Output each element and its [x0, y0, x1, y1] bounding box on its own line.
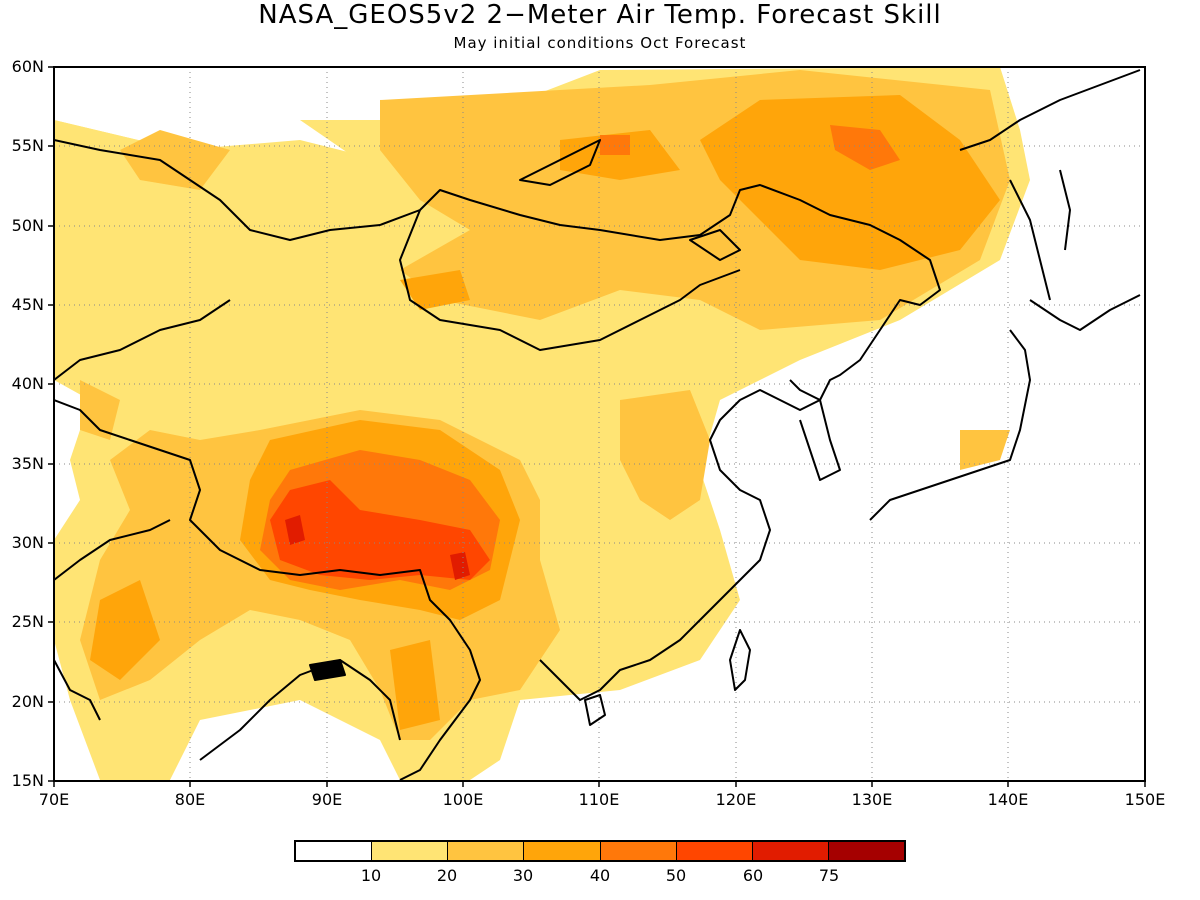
colorbar-swatch-4: [600, 842, 677, 860]
lat-label-35n: 35N: [11, 454, 44, 473]
skill-shading-level-5: [270, 480, 490, 580]
lat-label-50n: 50N: [11, 216, 44, 235]
lat-label-40n: 40N: [11, 374, 44, 393]
lon-label-130e: 130E: [851, 790, 893, 809]
colorbar-label-60: 60: [742, 866, 764, 885]
lat-label-30n: 30N: [11, 533, 44, 552]
lon-label-100e: 100E: [442, 790, 484, 809]
lon-label-90e: 90E: [311, 790, 343, 809]
colorbar-label-10: 10: [360, 866, 382, 885]
colorbar-swatch-5: [676, 842, 753, 860]
colorbar-label-30: 30: [512, 866, 534, 885]
lat-label-55n: 55N: [11, 136, 44, 155]
lon-label-150e: 150E: [1124, 790, 1166, 809]
colorbar-label-75: 75: [818, 866, 840, 885]
colorbar-label-50: 50: [665, 866, 687, 885]
colorbar-label-20: 20: [436, 866, 458, 885]
colorbar-swatch-3: [524, 842, 601, 860]
colorbar-swatch-1: [372, 842, 449, 860]
colorbar-label-40: 40: [589, 866, 611, 885]
coastlines-and-borders: [54, 69, 1141, 781]
lat-label-25n: 25N: [11, 612, 44, 631]
lat-label-20n: 20N: [11, 692, 44, 711]
colorbar: [294, 840, 906, 862]
map-subtitle: May initial conditions Oct Forecast: [453, 34, 747, 52]
lon-label-80e: 80E: [174, 790, 206, 809]
colorbar-swatch-2: [448, 842, 525, 860]
lon-label-140e: 140E: [987, 790, 1029, 809]
lat-label-15n: 15N: [11, 771, 44, 790]
axis-ticks: [48, 66, 1146, 787]
lat-label-60n: 60N: [11, 57, 44, 76]
skill-shading-level-6: [285, 515, 470, 580]
lat-label-45n: 45N: [11, 295, 44, 314]
lon-label-70e: 70E: [38, 790, 70, 809]
colorbar-swatch-0: [296, 842, 373, 860]
map-title: NASA_GEOS5v2 2−Meter Air Temp. Forecast …: [258, 0, 942, 30]
colorbar-swatch-7: [828, 842, 904, 860]
colorbar-swatch-6: [752, 842, 829, 860]
lon-label-120e: 120E: [715, 790, 757, 809]
lon-label-110e: 110E: [578, 790, 620, 809]
